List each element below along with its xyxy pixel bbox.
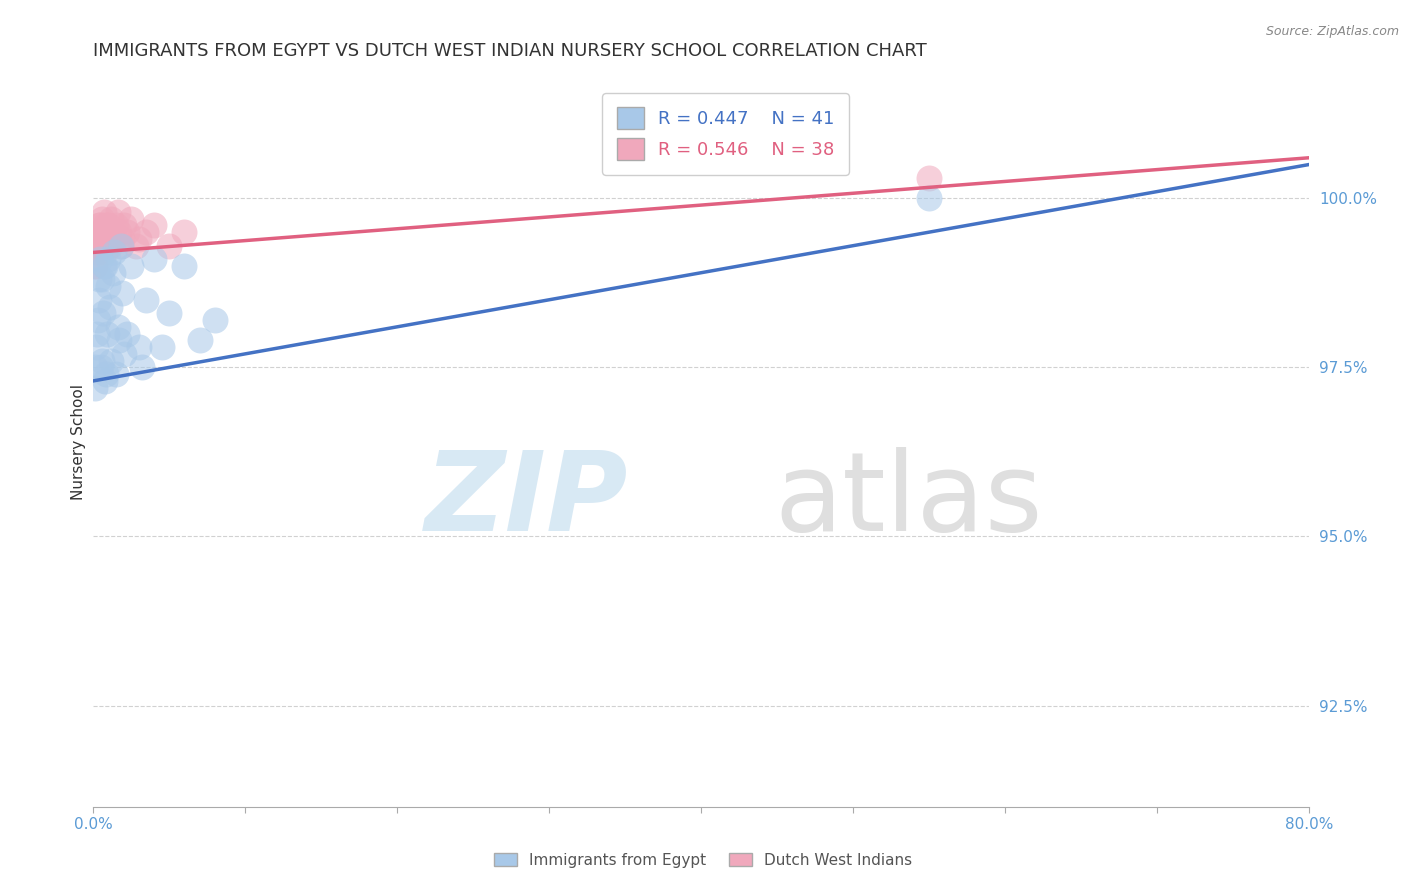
Point <box>94 374 117 388</box>
Point <box>110 238 132 252</box>
Point <box>97 252 120 267</box>
Point <box>112 347 135 361</box>
Point <box>104 367 127 381</box>
Point <box>93 219 115 233</box>
Point <box>96 225 118 239</box>
Point <box>93 259 115 273</box>
Text: ZIP: ZIP <box>425 447 628 554</box>
Point <box>89 219 111 233</box>
Point <box>135 293 157 307</box>
Point <box>143 252 166 267</box>
Point <box>150 340 173 354</box>
Point <box>91 211 114 226</box>
Point <box>94 232 117 246</box>
Point <box>94 245 117 260</box>
Point <box>157 238 180 252</box>
Point <box>98 300 121 314</box>
Point <box>103 232 125 246</box>
Point <box>89 293 111 307</box>
Point <box>101 225 124 239</box>
Point <box>204 313 226 327</box>
Point <box>120 259 142 273</box>
Point <box>173 225 195 239</box>
Point <box>97 225 120 239</box>
Point <box>86 245 108 260</box>
Point <box>84 360 107 375</box>
Point <box>94 367 117 381</box>
Point <box>98 238 121 252</box>
Point <box>84 259 107 273</box>
Point <box>84 238 107 252</box>
Point <box>91 272 114 286</box>
Point <box>97 219 120 233</box>
Point <box>918 191 941 205</box>
Point <box>173 259 195 273</box>
Point <box>93 259 115 273</box>
Point <box>111 232 134 246</box>
Point <box>83 259 105 273</box>
Point <box>90 232 112 246</box>
Point <box>128 232 150 246</box>
Point <box>93 205 115 219</box>
Point <box>97 279 120 293</box>
Point <box>86 326 108 341</box>
Point <box>107 205 129 219</box>
Point <box>143 219 166 233</box>
Point <box>100 211 122 226</box>
Text: Source: ZipAtlas.com: Source: ZipAtlas.com <box>1265 25 1399 38</box>
Point <box>111 285 134 300</box>
Point <box>188 334 211 348</box>
Point <box>96 326 118 341</box>
Point <box>120 211 142 226</box>
Point <box>112 219 135 233</box>
Point <box>90 225 112 239</box>
Point <box>83 381 105 395</box>
Point <box>115 326 138 341</box>
Point <box>87 225 110 239</box>
Point <box>87 272 110 286</box>
Text: IMMIGRANTS FROM EGYPT VS DUTCH WEST INDIAN NURSERY SCHOOL CORRELATION CHART: IMMIGRANTS FROM EGYPT VS DUTCH WEST INDI… <box>93 42 927 60</box>
Point <box>125 238 148 252</box>
Point <box>84 340 107 354</box>
Point <box>157 306 180 320</box>
Point <box>90 353 112 368</box>
Point <box>89 219 111 233</box>
Point <box>918 171 941 186</box>
Point <box>108 334 131 348</box>
Point <box>131 360 153 375</box>
Point <box>107 319 129 334</box>
Point <box>87 232 110 246</box>
Point <box>103 245 125 260</box>
Point <box>100 353 122 368</box>
Point <box>115 225 138 239</box>
Legend: R = 0.447    N = 41, R = 0.546    N = 38: R = 0.447 N = 41, R = 0.546 N = 38 <box>602 93 849 175</box>
Point <box>101 266 124 280</box>
Point <box>89 252 111 267</box>
Point <box>110 238 132 252</box>
Point <box>135 225 157 239</box>
Point <box>104 219 127 233</box>
Text: atlas: atlas <box>775 447 1043 554</box>
Legend: Immigrants from Egypt, Dutch West Indians: Immigrants from Egypt, Dutch West Indian… <box>486 845 920 875</box>
Y-axis label: Nursery School: Nursery School <box>72 384 86 500</box>
Point <box>91 306 114 320</box>
Point <box>108 225 131 239</box>
Point <box>90 360 112 375</box>
Point <box>91 238 114 252</box>
Point <box>87 313 110 327</box>
Point <box>128 340 150 354</box>
